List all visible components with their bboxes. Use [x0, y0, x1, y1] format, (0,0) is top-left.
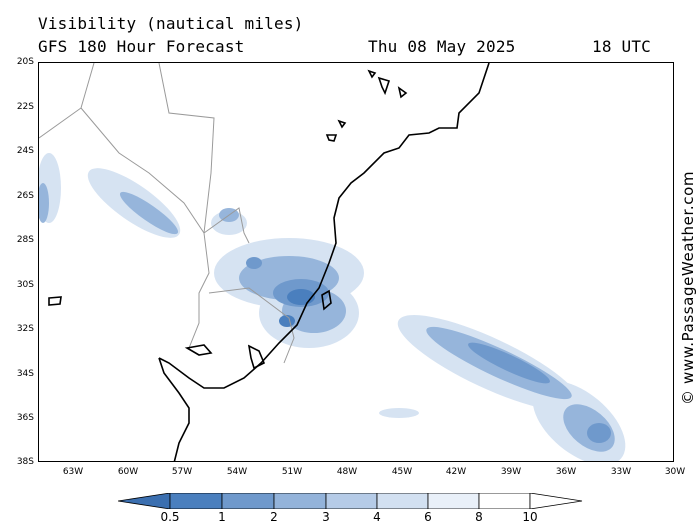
lon-label: 51W [281, 467, 303, 477]
legend-label: 1 [218, 510, 226, 524]
legend-swatch [169, 493, 223, 509]
lon-label: 60W [117, 467, 139, 477]
legend-label: 10 [522, 510, 538, 524]
lon-label: 63W [62, 467, 84, 477]
lon-label: 54W [226, 467, 248, 477]
forecast-date: Thu 08 May 2025 [368, 37, 516, 56]
lat-label: 34S [16, 369, 34, 379]
lat-label: 36S [16, 413, 34, 423]
legend-label: 6 [424, 510, 432, 524]
lat-label: 30S [16, 280, 34, 290]
lon-label: 33W [610, 467, 632, 477]
lon-label: 57W [171, 467, 193, 477]
lat-label: 38S [16, 457, 34, 467]
lat-label: 26S [16, 191, 34, 201]
map-title: Visibility (nautical miles) [38, 14, 304, 33]
copyright-text: © www.PassageWeather.com [679, 170, 697, 405]
legend-swatch [376, 493, 429, 509]
map-canvas [39, 63, 626, 461]
legend-swatch [478, 493, 531, 509]
legend-label: 3 [322, 510, 330, 524]
legend-label: 4 [373, 510, 381, 524]
lat-label: 24S [16, 146, 34, 156]
visibility-field [39, 153, 626, 461]
lat-label: 22S [16, 102, 34, 112]
lat-label: 28S [16, 235, 34, 245]
country-borders [39, 63, 295, 364]
legend-swatch [118, 493, 171, 509]
lat-label: 32S [16, 324, 34, 334]
legend-swatch [529, 493, 583, 509]
legend-label: 0.5 [160, 510, 180, 524]
lon-label: 39W [500, 467, 522, 477]
map-area[interactable] [38, 62, 674, 462]
forecast-time: 18 UTC [592, 37, 651, 56]
legend-swatch [273, 493, 327, 509]
lon-label: 48W [336, 467, 358, 477]
forecast-label: GFS 180 Hour Forecast [38, 37, 245, 56]
legend-label: 8 [475, 510, 483, 524]
color-legend [118, 493, 583, 509]
lon-label: 42W [445, 467, 467, 477]
legend-swatch [325, 493, 378, 509]
legend-swatch [221, 493, 275, 509]
coastline [48, 63, 490, 461]
legend-swatch [427, 493, 480, 509]
lon-label: 30W [664, 467, 686, 477]
lon-label: 45W [391, 467, 413, 477]
lat-label: 20S [16, 57, 34, 67]
lon-label: 36W [555, 467, 577, 477]
legend-label: 2 [270, 510, 278, 524]
